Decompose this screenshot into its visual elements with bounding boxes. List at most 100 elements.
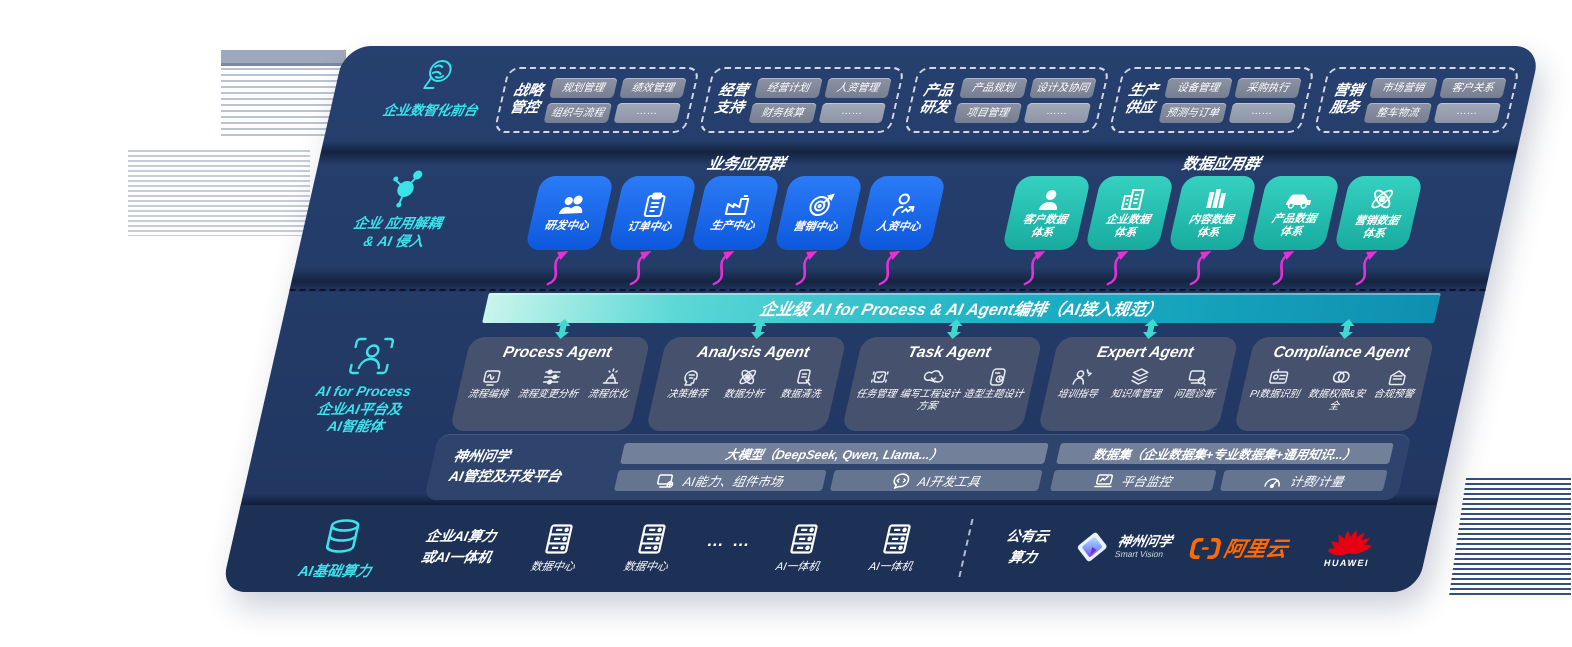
car-icon [1285,194,1311,209]
agent-card-process: Process Agent 流程编排 流程变更分析 流程优化 [449,319,651,431]
agent-card-expert: Expert Agent 培训指导 知识库管理 问题诊断 [1037,319,1239,431]
server-datacenter-2: 数据中心 [605,523,695,574]
group-production-supply: 生产 供应 设备管理 采购执行 预测与订单 …… [1108,67,1316,133]
brain-icon [423,60,452,89]
tile-marketing-center: 营销中心 [773,176,864,286]
agent-title: Expert Agent [1095,344,1196,361]
diagnosis-icon [1188,370,1207,386]
clipboard-icon [643,192,666,218]
server-datacenter-1: 数据中心 [512,523,602,574]
smartvision-logo: 神州问学 Smart Vision [1053,529,1191,565]
agent-item: 决策推荐 [666,367,714,401]
agent-title: Process Agent [501,344,614,361]
front-office-groups: 战略 管控 规划管理 绩效管理 组织与流程 …… 经营 支持 经营计划 人资管理 财… [492,62,1521,138]
user-icon [1038,189,1057,210]
chip: 客户关系 [1438,77,1507,98]
tile-order-center: 订单中心 [607,176,698,286]
smartvision-diamond-icon [1077,532,1107,562]
alicloud-bracket-icon [1189,537,1221,559]
agent-item: 数据清洗 [779,367,827,401]
agent-item: 培训指导 [1056,367,1104,401]
platform-strip: 神州问学 AI管控及开发平台 大模型（DeepSeek, Qwen, Llama.… [423,434,1412,500]
process-orchestration-icon [483,370,501,386]
agent-item: 任务管理 [855,367,903,401]
group-product-rd: 产品 研发 产品规划 设计及协同 项目管理 …… [903,67,1111,133]
magenta-arrow-icon [1023,251,1046,286]
agent-title: Analysis Agent [695,344,811,361]
magenta-arrow-icon [712,251,735,286]
server-ai-appliance-1: AI一体机 [757,523,847,574]
platform-monitor-icon [1094,473,1114,487]
compute-band: AI基础算力 企业AI算力 或AI一体机 数据中心 数据中心 … … AI一体机 … [220,505,1437,592]
data-tiles: 客户数据 体系 企业数据 体系 [1001,176,1424,286]
platform-name: 神州问学 AI管控及开发平台 [447,448,564,484]
library-icon [1205,188,1226,208]
chip: 设计及协同 [1028,77,1097,98]
tile-content-data: 内容数据 体系 [1167,176,1258,286]
data-permission-icon [1332,371,1350,383]
agent-item: PI数据识别 [1249,367,1306,401]
magenta-arrow-icon [1272,251,1295,286]
chip-more: …… [1433,102,1502,123]
decor-stripes-left [128,150,310,236]
agent-card-compliance: Compliance Agent PI数据识别 数据权限&安全 合规预警 [1233,319,1435,431]
alicloud-logo: 阿里云 [1178,533,1300,563]
magenta-arrow-icon [795,251,818,286]
ai-platform-label: AI for Process 企业AI平台及 AI智能体 [279,334,452,436]
agent-item: 数据分析 [722,367,770,401]
agent-item: 合规预警 [1372,367,1420,401]
chip: 财务核算 [748,102,817,123]
chip: 预测与订单 [1158,102,1227,123]
decor-stripes-bottom-right [1449,478,1571,596]
dashed-divider [958,519,974,577]
decision-icon [684,370,699,386]
building-icon [1120,188,1145,210]
front-office-label: 企业数智化前台 [358,56,513,120]
double-arrow-icon [751,319,767,339]
atom-icon [1370,189,1393,209]
dev-tools-icon [893,472,910,489]
double-arrow-icon [1339,319,1355,339]
chip: 采购执行 [1233,77,1302,98]
agent-card-analysis: Analysis Agent 决策推荐 数据分析 数据清洗 [645,319,847,431]
tool-ai-dev: AI开发工具 [829,470,1043,491]
main-panel: 企业数智化前台 战略 管控 规划管理 绩效管理 组织与流程 …… 经营 支持 经营计… [220,46,1541,592]
group-marketing-service: 营销 服务 市场营销 客户关系 整车物流 …… [1313,67,1521,133]
tile-hr-center: 人资中心 [856,176,947,286]
agent-item: 问题诊断 [1173,367,1221,401]
chip: 人资管理 [823,77,892,98]
chip: 产品规划 [959,77,1028,98]
tile-product-data: 产品数据 体系 [1250,176,1341,286]
database-icon [325,519,360,553]
double-arrow-icon [947,319,963,339]
chip-more: …… [818,102,887,123]
double-arrow-icon [1143,319,1159,339]
person-scan-icon [349,337,395,375]
chip: 项目管理 [953,102,1022,123]
agent-item: 流程优化 [586,367,634,401]
agent-item: 流程编排 [466,367,514,401]
agent-item: 流程变更分析 [516,367,584,401]
data-analysis-icon [739,369,757,385]
huawei-logo: HUAWEI [1308,521,1393,568]
tool-billing: 计费/计量 [1220,470,1388,491]
agent-item: 造型主题设计 [962,367,1030,401]
process-optimize-icon [602,368,619,384]
process-change-icon [542,369,561,385]
gauge-icon [1264,477,1281,488]
team-icon [558,195,583,215]
chip-more: …… [1023,102,1092,123]
front-office-title: 企业数智化前台 [381,103,480,118]
styling-design-icon [989,368,1006,386]
band-separator [317,141,1520,165]
chip: 绩效管理 [618,77,687,98]
tile-customer-data: 客户数据 体系 [1001,176,1092,286]
component-market-icon [657,473,674,488]
tile-marketing-data: 营销数据 体系 [1333,176,1424,286]
double-arrow-icon [555,319,571,339]
molecule-icon [393,170,423,208]
chip: 市场营销 [1369,77,1438,98]
dashed-separator [289,289,1486,291]
agent-item: 知识库管理 [1109,367,1167,401]
magenta-arrow-icon [1189,251,1212,286]
